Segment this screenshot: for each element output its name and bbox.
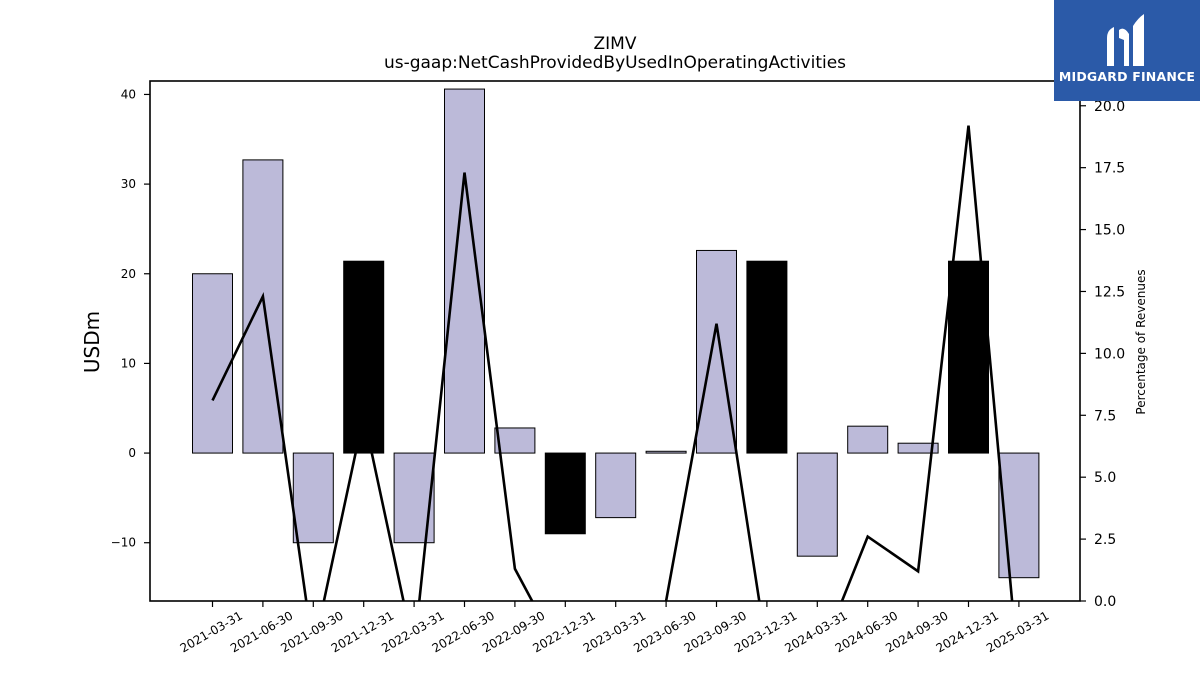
y-tick-label: 40 <box>121 87 136 101</box>
bar <box>696 249 737 454</box>
bars-group <box>192 88 1040 579</box>
chart-title: ZIMV <box>594 34 637 54</box>
logo-text: MIDGARD FINANCE <box>1058 69 1196 84</box>
y-tick-label: 30 <box>121 177 136 191</box>
y-tick-label: 0 <box>128 446 136 460</box>
y2-tick-label: 15.0 <box>1094 223 1125 239</box>
y2-tick-label: 12.5 <box>1094 284 1125 300</box>
line-group <box>211 125 1014 601</box>
plot-frame <box>149 80 1081 602</box>
bar <box>544 452 586 535</box>
bar <box>343 260 385 454</box>
y-tick-label: 20 <box>121 267 136 281</box>
bar <box>192 273 233 454</box>
bar <box>494 427 536 454</box>
bar <box>897 442 939 454</box>
y2-axis-label: Percentage of Revenues <box>1134 269 1148 414</box>
y-tick-label: 10 <box>121 356 136 370</box>
bar <box>746 260 788 454</box>
y2-tick-label: 17.5 <box>1094 161 1125 177</box>
bar <box>595 452 637 519</box>
bar <box>998 452 1040 579</box>
y2-tick-label: 7.5 <box>1094 408 1116 424</box>
y2-tick-label: 20.0 <box>1094 99 1125 115</box>
bar <box>796 452 838 557</box>
y2-tick-label: 5.0 <box>1094 470 1116 486</box>
bar <box>847 425 889 454</box>
y2-tick-label: 2.5 <box>1094 532 1116 548</box>
y-axis-label: USDm <box>80 311 104 373</box>
y2-tick-label: 10.0 <box>1094 346 1125 362</box>
y2-tick-label: 0.0 <box>1094 594 1116 610</box>
bar <box>645 450 687 454</box>
bar <box>242 159 284 454</box>
brand-logo: MIDGARD FINANCE <box>1054 0 1200 101</box>
chart-subtitle: us-gaap:NetCashProvidedByUsedInOperating… <box>384 53 846 73</box>
logo-mark-icon <box>1107 14 1144 67</box>
bar <box>292 452 334 544</box>
revenue-percentage-line <box>211 125 1014 601</box>
y-tick-label: −10 <box>111 536 136 550</box>
bar <box>444 88 485 454</box>
